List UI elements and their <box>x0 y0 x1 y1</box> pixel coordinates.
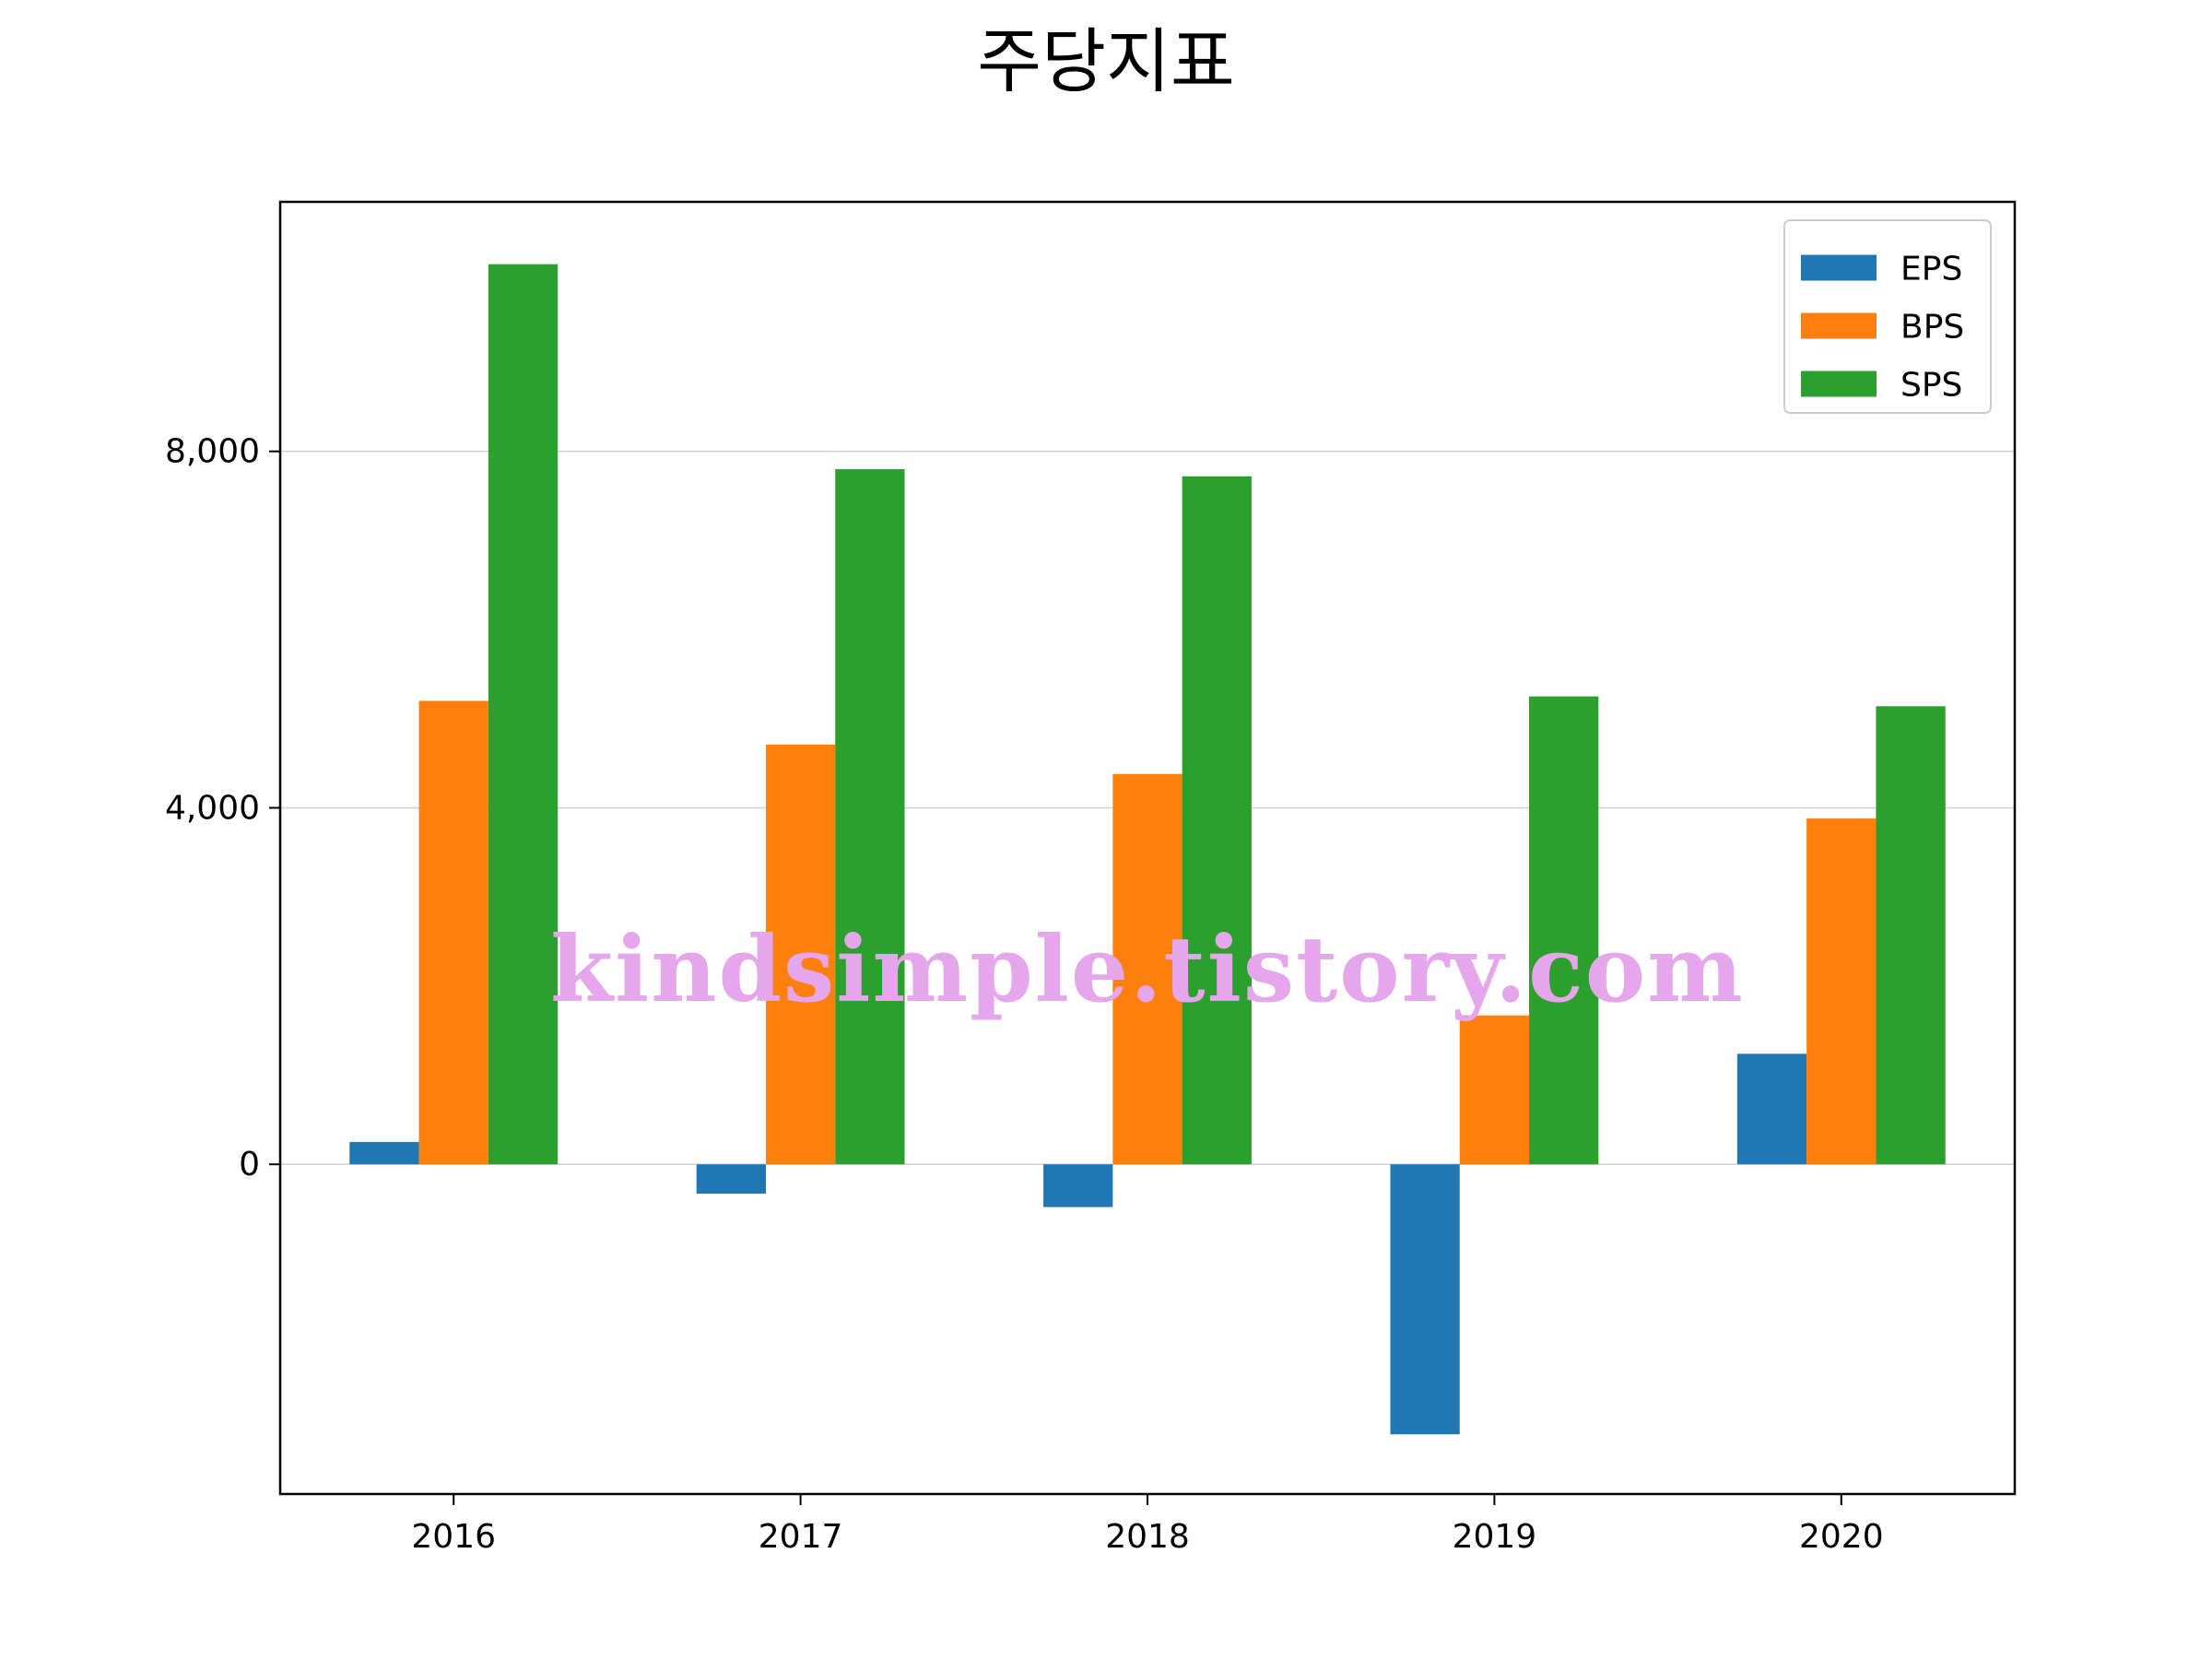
bar-bps-2019 <box>1459 1015 1530 1165</box>
y-axis: 0 4,000 8,000 <box>165 433 280 1183</box>
y-tick-label: 0 <box>239 1146 260 1183</box>
bar-sps-2017 <box>835 469 905 1165</box>
legend-label-eps: EPS <box>1900 251 1962 288</box>
bar-sps-2016 <box>488 264 559 1165</box>
bar-eps-2020 <box>1736 1053 1807 1165</box>
bar-sps-2020 <box>1876 706 1946 1165</box>
bar-sps-2018 <box>1182 476 1252 1165</box>
bar-bps-2018 <box>1112 773 1182 1165</box>
x-tick-label: 2018 <box>1105 1518 1190 1556</box>
watermark-text: kindsimple.tistory.com <box>550 917 1745 1023</box>
legend-swatch-bps <box>1801 312 1877 339</box>
bar-bps-2020 <box>1806 818 1877 1165</box>
x-tick-label: 2017 <box>759 1518 843 1556</box>
bar-sps-2019 <box>1529 696 1599 1165</box>
bar-eps-2018 <box>1043 1164 1113 1207</box>
legend-swatch-sps <box>1801 371 1877 397</box>
legend-swatch-eps <box>1801 254 1877 281</box>
chart-title: 주당지표 <box>977 20 1235 102</box>
legend: EPS BPS SPS <box>1783 219 1992 414</box>
bar-eps-2017 <box>696 1164 766 1194</box>
y-tick-label: 8,000 <box>165 433 260 471</box>
bars <box>349 264 1946 1435</box>
legend-label-sps: SPS <box>1900 367 1962 405</box>
x-tick-label: 2019 <box>1453 1518 1537 1556</box>
bar-bps-2017 <box>765 744 836 1165</box>
bar-bps-2016 <box>418 700 488 1165</box>
y-tick-label: 4,000 <box>165 789 260 827</box>
x-axis: 2016 2017 2018 2019 2020 <box>411 1494 1884 1556</box>
legend-label-bps: BPS <box>1900 309 1964 347</box>
bar-eps-2016 <box>349 1142 419 1165</box>
x-tick-label: 2016 <box>411 1518 496 1556</box>
bar-eps-2019 <box>1390 1164 1460 1435</box>
x-tick-label: 2020 <box>1799 1518 1884 1556</box>
